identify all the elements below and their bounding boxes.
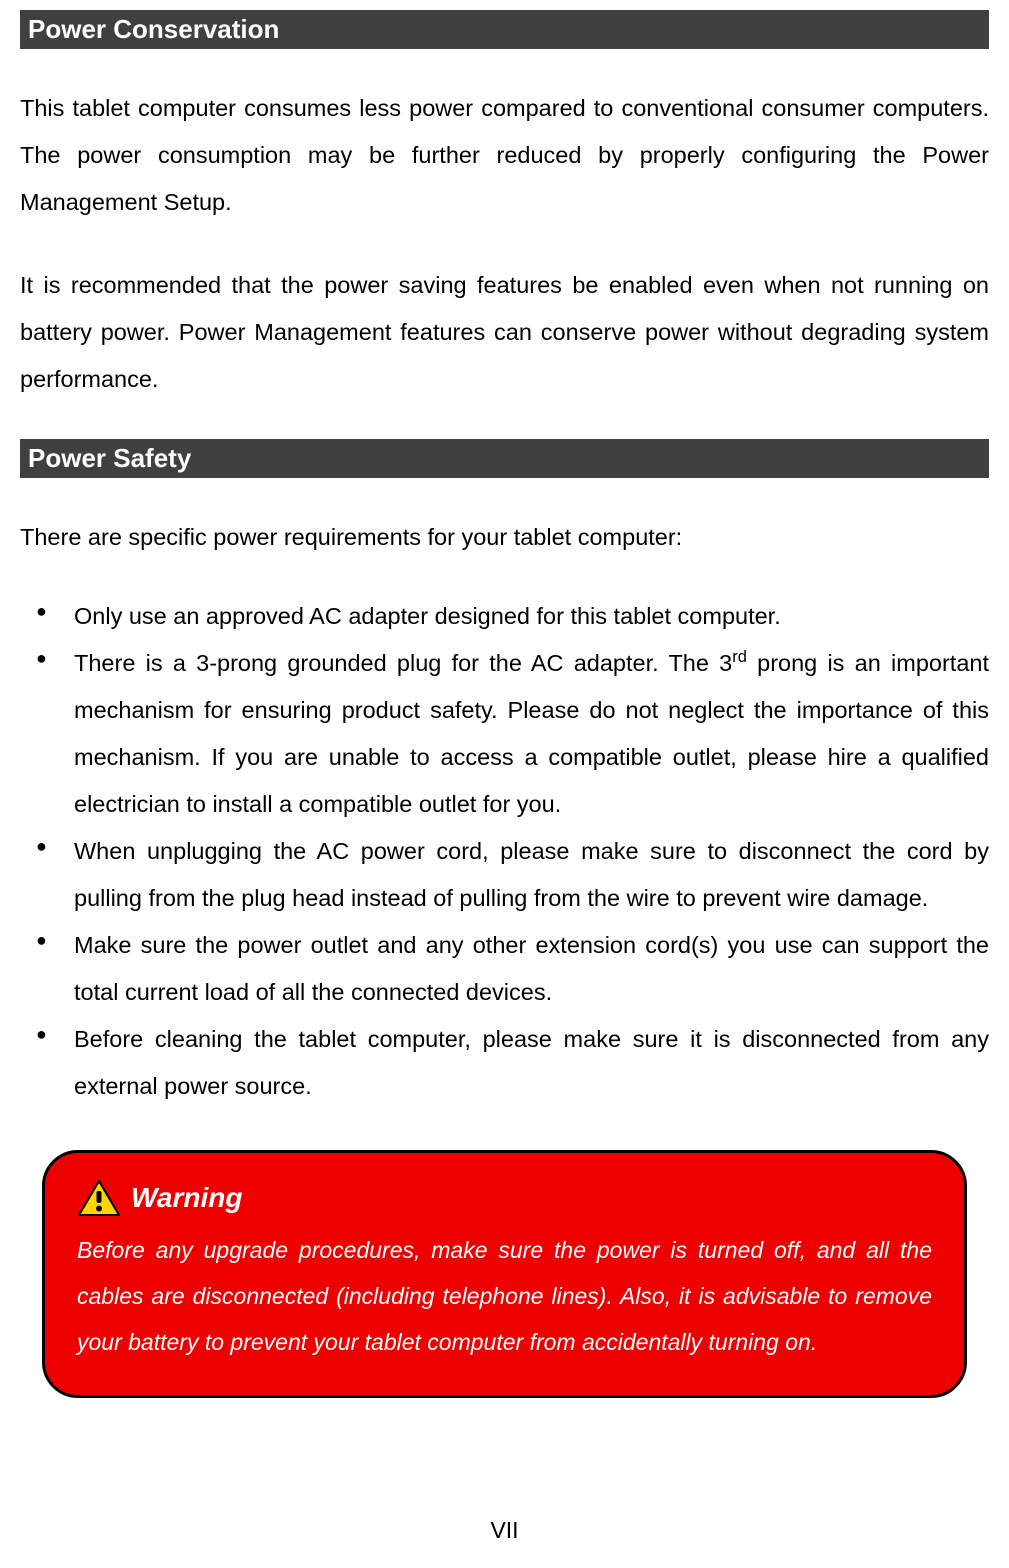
warning-title-row: Warning xyxy=(77,1179,932,1217)
warning-box: Warning Before any upgrade procedures, m… xyxy=(42,1150,967,1398)
warning-body-text: Before any upgrade procedures, make sure… xyxy=(77,1227,932,1365)
warning-triangle-icon xyxy=(77,1179,121,1217)
section-header-power-conservation: Power Conservation xyxy=(20,10,989,49)
paragraph-safety-intro: There are specific power requirements fo… xyxy=(20,514,989,561)
bullet-list-power-safety: Only use an approved AC adapter designed… xyxy=(20,593,989,1110)
page-number: VII xyxy=(0,1517,1009,1544)
list-item: Only use an approved AC adapter designed… xyxy=(20,593,989,640)
section-header-power-safety: Power Safety xyxy=(20,439,989,478)
list-item: Make sure the power outlet and any other… xyxy=(20,922,989,1016)
warning-title: Warning xyxy=(131,1182,242,1214)
paragraph-conservation-1: This tablet computer consumes less power… xyxy=(20,85,989,226)
list-item-text-pre: There is a 3-prong grounded plug for the… xyxy=(74,650,732,676)
list-item: There is a 3-prong grounded plug for the… xyxy=(20,640,989,828)
paragraph-conservation-2: It is recommended that the power saving … xyxy=(20,262,989,403)
list-item: When unplugging the AC power cord, pleas… xyxy=(20,828,989,922)
list-item: Before cleaning the tablet computer, ple… xyxy=(20,1016,989,1110)
superscript-rd: rd xyxy=(732,648,747,666)
